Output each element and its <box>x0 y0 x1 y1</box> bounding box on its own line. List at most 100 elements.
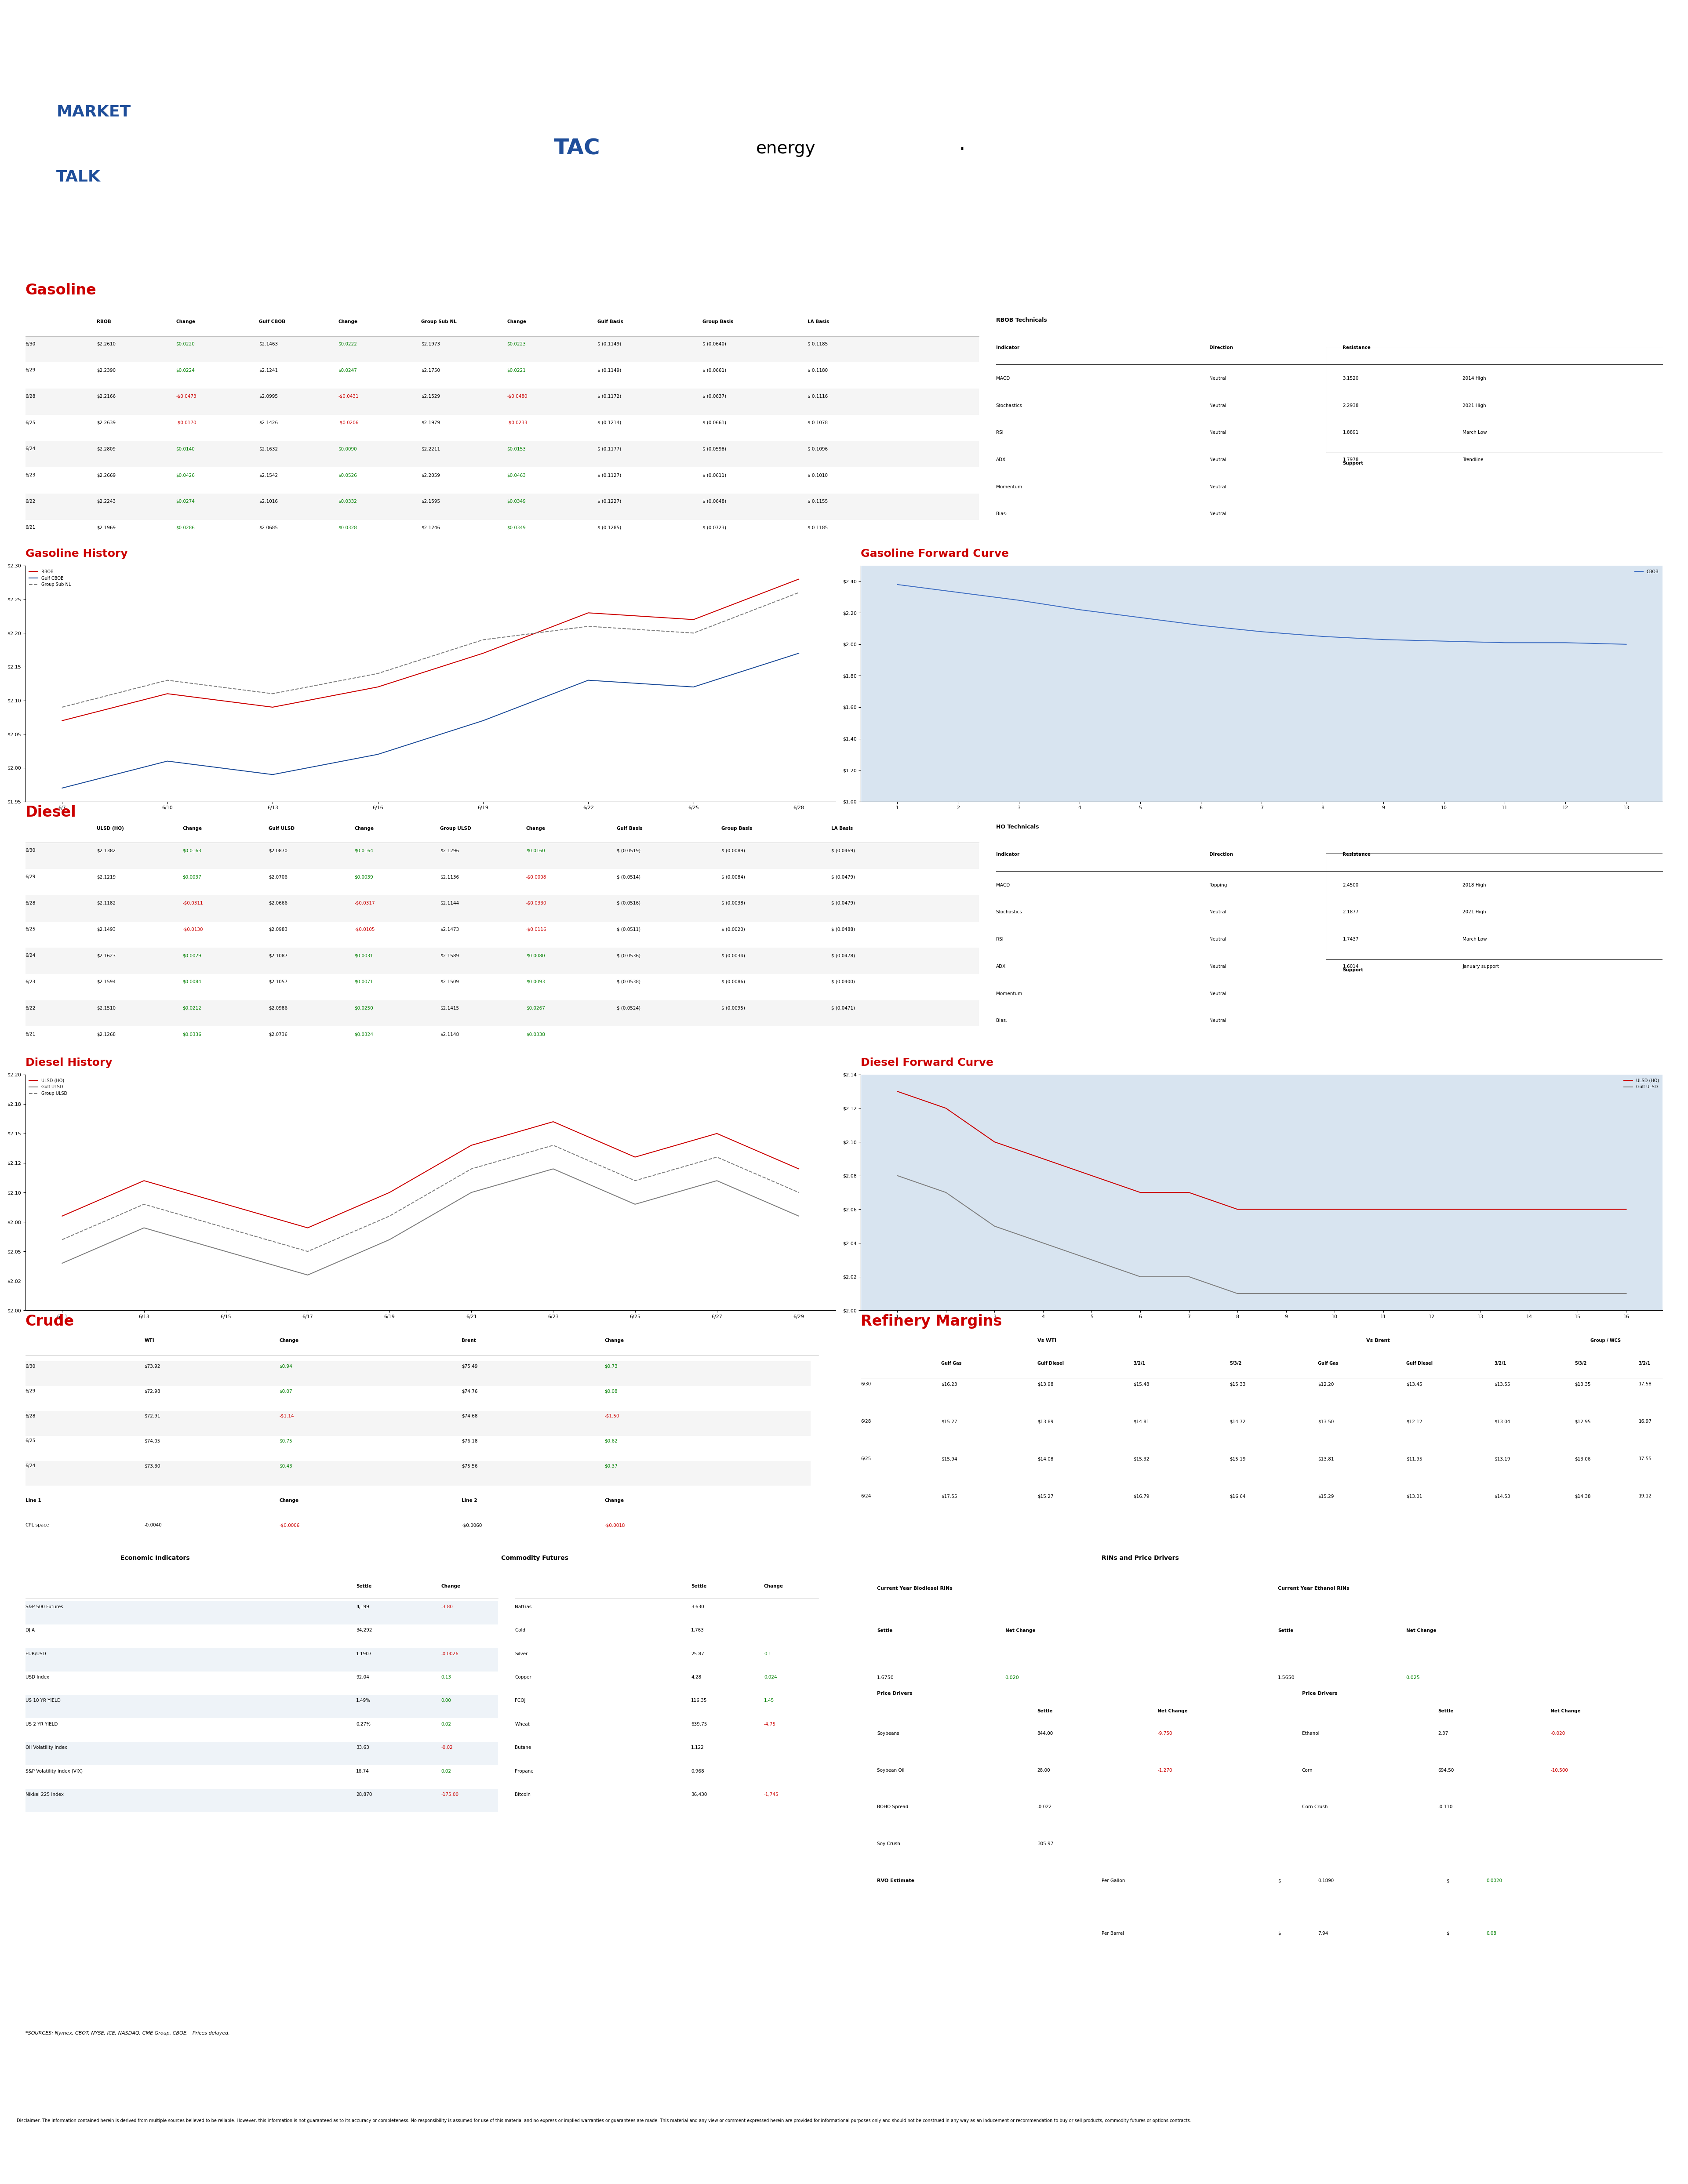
Text: $ (0.0400): $ (0.0400) <box>830 981 854 985</box>
Text: Change: Change <box>279 1339 299 1343</box>
CBOB <box>1555 629 1575 655</box>
Text: USD Index: USD Index <box>25 1675 49 1679</box>
Text: Net Change: Net Change <box>1158 1708 1188 1712</box>
FancyBboxPatch shape <box>25 494 979 520</box>
Text: -$0.0008: -$0.0008 <box>527 874 547 880</box>
Text: $2.1509: $2.1509 <box>441 981 459 985</box>
Text: $ (0.0479): $ (0.0479) <box>830 874 856 880</box>
Text: $ (0.0086): $ (0.0086) <box>721 981 746 985</box>
Text: Momentum: Momentum <box>996 485 1021 489</box>
Text: -9.750: -9.750 <box>1158 1732 1171 1736</box>
Text: 1.8891: 1.8891 <box>1342 430 1359 435</box>
ULSD (HO) <box>1325 1197 1345 1223</box>
Text: $ (0.0611): $ (0.0611) <box>702 474 726 478</box>
Gulf ULSD <box>1178 1265 1198 1291</box>
Text: Neutral: Neutral <box>1209 1018 1225 1022</box>
Text: $ (0.1127): $ (0.1127) <box>598 474 621 478</box>
Text: Settle: Settle <box>1438 1708 1453 1712</box>
Text: Change: Change <box>176 319 196 323</box>
Text: Gulf Diesel: Gulf Diesel <box>1036 1361 1063 1365</box>
Text: -$0.0130: -$0.0130 <box>182 928 203 933</box>
Text: TALK: TALK <box>56 170 101 186</box>
Text: Topping: Topping <box>1209 882 1227 887</box>
Text: US 2 YR YIELD: US 2 YR YIELD <box>25 1721 57 1725</box>
Group Sub NL <box>368 660 388 686</box>
Gulf ULSD <box>1325 1280 1345 1306</box>
Group ULSD <box>707 1144 728 1171</box>
Text: ADX: ADX <box>996 965 1006 970</box>
Text: $12.95: $12.95 <box>1575 1420 1590 1424</box>
FancyBboxPatch shape <box>25 389 979 415</box>
Text: -3.80: -3.80 <box>441 1605 452 1610</box>
ULSD (HO) <box>788 1155 809 1182</box>
FancyBboxPatch shape <box>1327 854 1666 959</box>
Text: $16.23: $16.23 <box>942 1382 957 1387</box>
Text: $2.1529: $2.1529 <box>420 395 441 400</box>
Text: 639.75: 639.75 <box>690 1721 707 1725</box>
ULSD (HO) <box>1470 1197 1491 1223</box>
Text: $ 0.1078: $ 0.1078 <box>807 422 827 426</box>
Text: $ (0.0471): $ (0.0471) <box>830 1007 856 1011</box>
Text: $2.2166: $2.2166 <box>96 395 116 400</box>
Text: 0.1: 0.1 <box>765 1651 771 1655</box>
Text: Gulf Basis: Gulf Basis <box>616 826 643 830</box>
Gulf ULSD <box>1568 1280 1588 1306</box>
ULSD (HO) <box>707 1120 728 1147</box>
Gulf CBOB <box>579 666 599 692</box>
Text: 36,430: 36,430 <box>690 1793 707 1797</box>
Text: $15.94: $15.94 <box>942 1457 957 1461</box>
Text: 6/22: 6/22 <box>25 500 35 505</box>
Text: Ethanol: Ethanol <box>1301 1732 1320 1736</box>
Text: $75.56: $75.56 <box>463 1463 478 1468</box>
Text: Crude: Crude <box>25 1315 74 1328</box>
Gulf ULSD <box>625 1190 645 1216</box>
Legend: ULSD (HO), Gulf ULSD, Group ULSD: ULSD (HO), Gulf ULSD, Group ULSD <box>27 1077 69 1099</box>
Text: Vs Brent: Vs Brent <box>1366 1339 1389 1343</box>
Text: Neutral: Neutral <box>1209 937 1225 941</box>
Text: 6/25: 6/25 <box>25 928 35 933</box>
Group Sub NL <box>52 695 73 721</box>
Text: 6/28: 6/28 <box>25 1413 35 1417</box>
Text: $0.0324: $0.0324 <box>354 1033 373 1037</box>
Text: Gulf CBOB: Gulf CBOB <box>258 319 285 323</box>
Text: Bias:: Bias: <box>996 1018 1008 1022</box>
Text: $15.33: $15.33 <box>1229 1382 1246 1387</box>
Group Sub NL <box>157 666 177 692</box>
Text: TAC: TAC <box>554 138 601 159</box>
Gulf ULSD <box>1372 1280 1393 1306</box>
Text: $2.2809: $2.2809 <box>96 448 116 452</box>
Text: Line 1: Line 1 <box>25 1498 41 1503</box>
Gulf ULSD <box>1276 1280 1296 1306</box>
Text: Resistance: Resistance <box>1342 345 1371 349</box>
Group ULSD <box>297 1238 317 1265</box>
Text: Net Change: Net Change <box>1550 1708 1580 1712</box>
Text: 116.35: 116.35 <box>690 1699 707 1704</box>
Text: Current Year Ethanol RINs: Current Year Ethanol RINs <box>1278 1586 1349 1590</box>
Text: 6/21: 6/21 <box>25 526 35 531</box>
Text: 0.00: 0.00 <box>441 1699 451 1704</box>
Text: 5/3/2: 5/3/2 <box>1575 1361 1587 1365</box>
Text: $2.0685: $2.0685 <box>258 526 279 531</box>
Line: CBOB: CBOB <box>898 585 1626 644</box>
RBOB <box>788 566 809 592</box>
Text: $0.75: $0.75 <box>279 1439 292 1444</box>
Text: $74.68: $74.68 <box>463 1413 478 1417</box>
Gulf ULSD <box>888 1162 908 1188</box>
Text: January support: January support <box>1462 965 1499 970</box>
Text: Propane: Propane <box>515 1769 533 1773</box>
CBOB <box>1615 631 1636 657</box>
Text: Group Basis: Group Basis <box>721 826 753 830</box>
Gulf ULSD <box>788 1203 809 1230</box>
Text: $0.0071: $0.0071 <box>354 981 373 985</box>
Text: $ (0.0034): $ (0.0034) <box>721 954 746 959</box>
Gulf CBOB <box>684 675 704 701</box>
Text: $2.1246: $2.1246 <box>420 526 441 531</box>
Text: March Low: March Low <box>1462 937 1487 941</box>
Text: $0.07: $0.07 <box>279 1389 292 1393</box>
Text: Per Gallon: Per Gallon <box>1101 1878 1124 1883</box>
Text: $0.0267: $0.0267 <box>527 1007 545 1011</box>
ULSD (HO) <box>984 1129 1004 1155</box>
Gulf ULSD <box>935 1179 955 1206</box>
Text: $0.73: $0.73 <box>604 1365 618 1369</box>
FancyBboxPatch shape <box>25 1411 810 1437</box>
